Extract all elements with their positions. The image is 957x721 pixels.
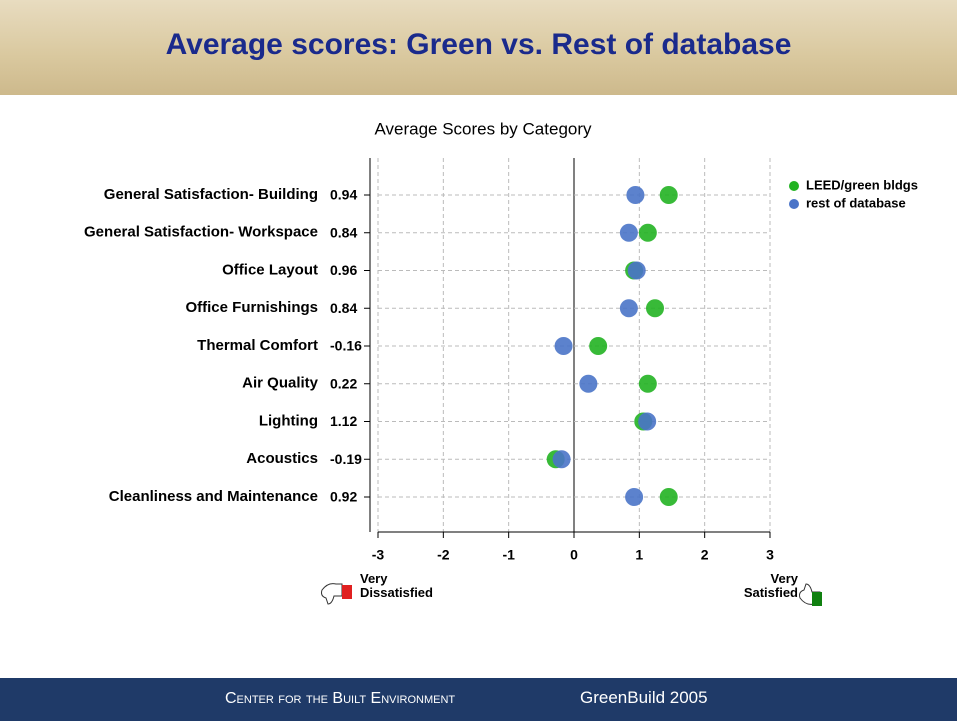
category-label: Thermal Comfort: [197, 337, 318, 354]
x-tick-label: -2: [437, 547, 450, 563]
slide: Average scores: Green vs. Rest of databa…: [0, 0, 957, 721]
category-label: Office Furnishings: [185, 299, 318, 316]
dot: [620, 224, 638, 242]
x-tick-label: 0: [570, 547, 578, 563]
value-label: 1.12: [330, 413, 357, 429]
category-label: Cleanliness and Maintenance: [109, 488, 318, 505]
x-tick-label: 2: [701, 547, 709, 563]
dot: [620, 299, 638, 317]
x-tick-label: 1: [635, 547, 643, 563]
footer: Center for the Built Environment GreenBu…: [0, 678, 957, 721]
dot: [628, 262, 646, 280]
dot: [555, 337, 573, 355]
dot: [638, 413, 656, 431]
dot: [660, 186, 678, 204]
dot: [639, 224, 657, 242]
legend-label: LEED/green bldgs: [806, 177, 918, 192]
value-label: 0.22: [330, 375, 357, 391]
dot: [646, 299, 664, 317]
value-label: 0.94: [330, 187, 357, 203]
category-label: Lighting: [259, 412, 318, 429]
footer-event: GreenBuild 2005: [580, 688, 708, 708]
category-label: Office Layout: [222, 261, 318, 278]
thumbs-down-icon: [322, 584, 353, 604]
dot: [589, 337, 607, 355]
legend-label: rest of database: [806, 195, 906, 210]
value-label: 0.96: [330, 262, 357, 278]
value-label: -0.16: [330, 338, 362, 354]
annotation: Very Dissatisfied: [360, 572, 433, 600]
x-tick-label: -3: [372, 547, 385, 563]
value-label: 0.92: [330, 489, 357, 505]
legend-marker: [789, 199, 799, 209]
annotation: Very Satisfied: [700, 572, 798, 600]
category-label: General Satisfaction- Building: [104, 186, 318, 203]
value-label: 0.84: [330, 224, 357, 240]
category-label: Acoustics: [246, 450, 318, 467]
thumbs-up-icon: [800, 584, 823, 606]
footer-organization: Center for the Built Environment: [225, 690, 455, 708]
x-tick-label: -1: [502, 547, 515, 563]
dot: [625, 488, 643, 506]
category-label: General Satisfaction- Workspace: [84, 224, 318, 241]
legend-marker: [789, 181, 799, 191]
dot: [639, 375, 657, 393]
category-label: Air Quality: [242, 375, 319, 392]
dot: [553, 450, 571, 468]
value-label: 0.84: [330, 300, 357, 316]
x-tick-label: 3: [766, 547, 774, 563]
chart: Average Scores by Category -3 -2 -1 0 1 2 3 Gen…: [0, 0, 957, 640]
dot: [660, 488, 678, 506]
chart-title: Average Scores by Category: [374, 119, 592, 138]
dot: [626, 186, 644, 204]
value-label: -0.19: [330, 451, 362, 467]
dot: [579, 375, 597, 393]
